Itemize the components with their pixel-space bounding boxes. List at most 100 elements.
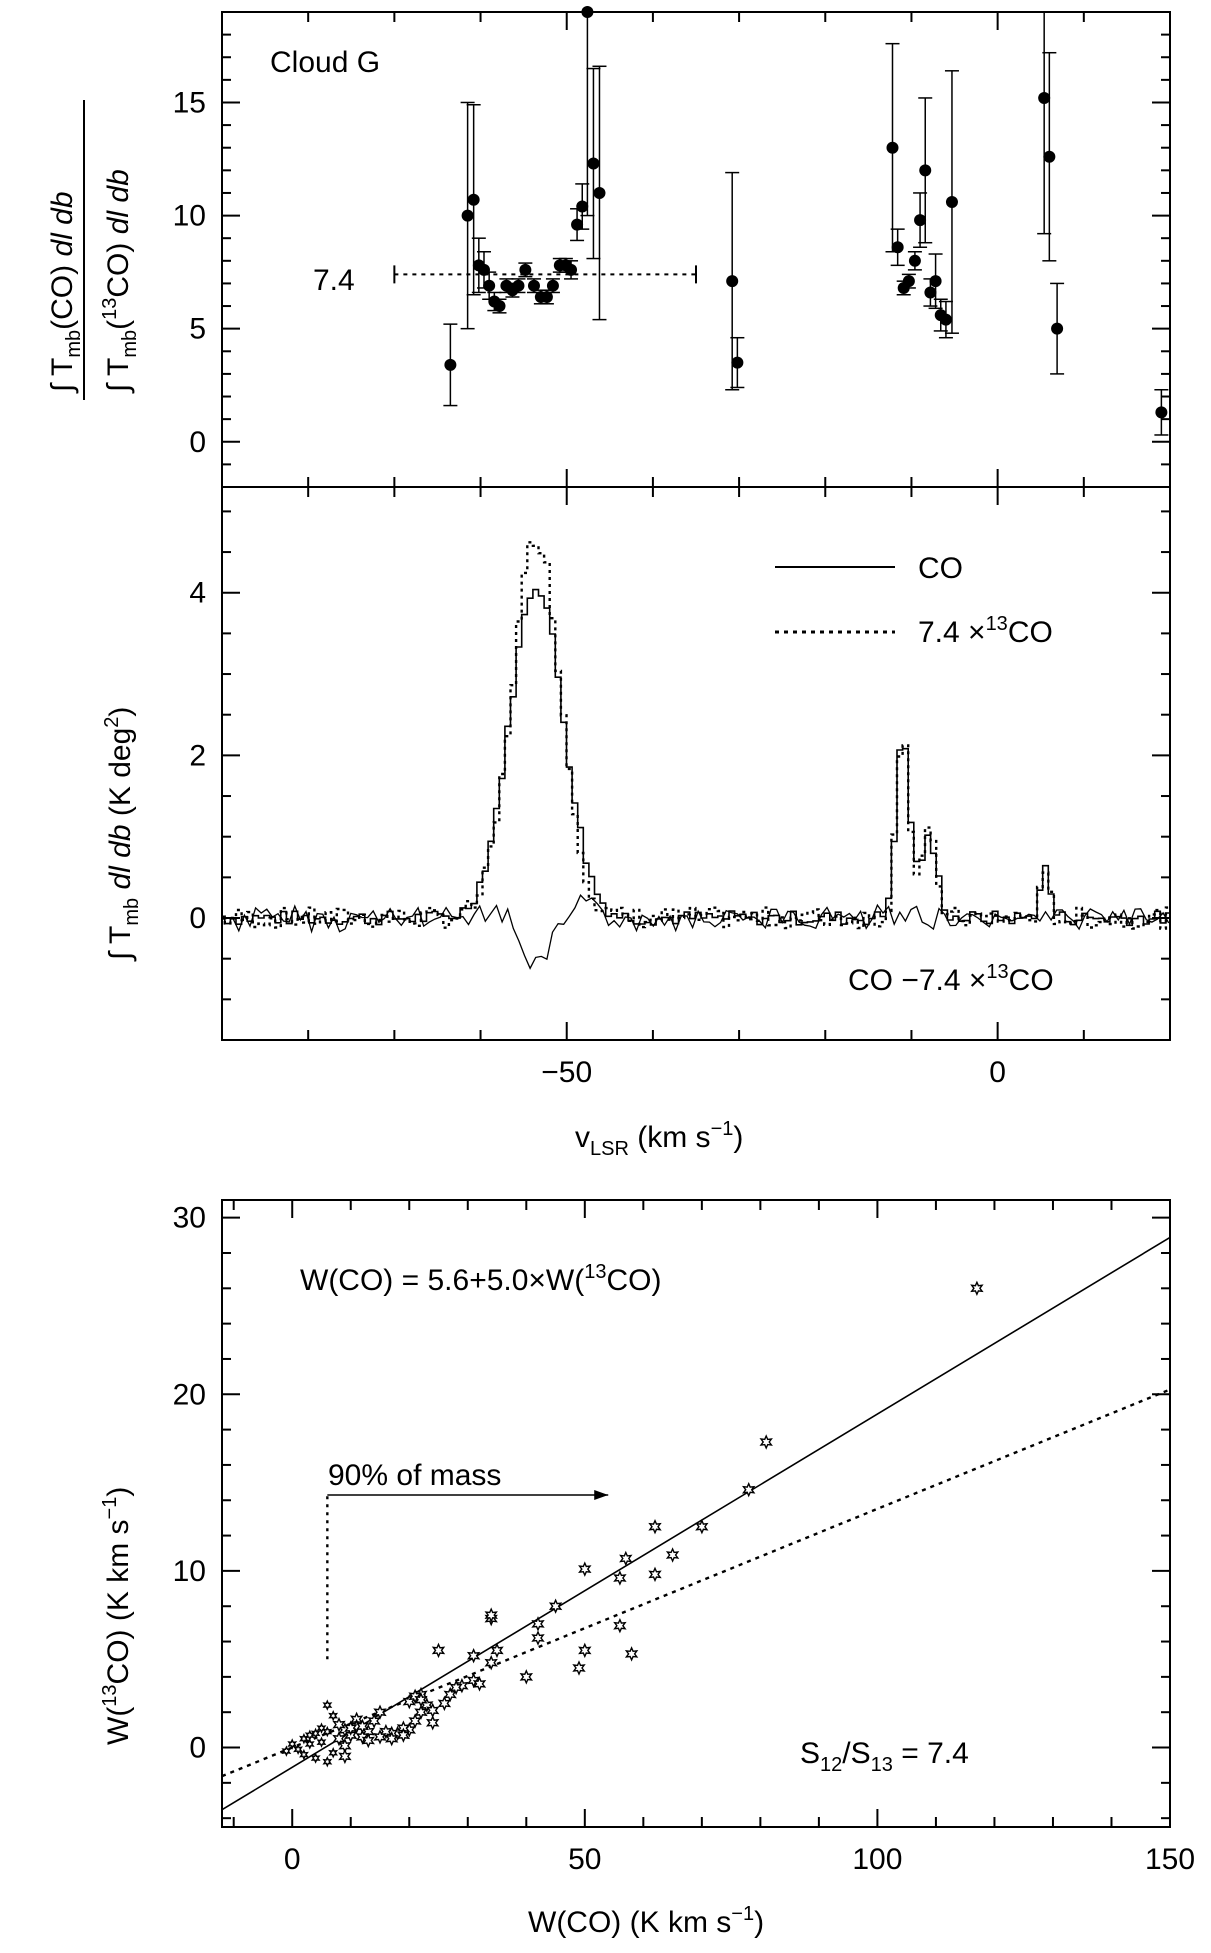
bot-xtick-label: 0 — [284, 1843, 301, 1876]
top-point — [731, 356, 744, 369]
bot-point — [310, 1727, 321, 1740]
bot-point — [328, 1747, 339, 1759]
top-point — [540, 291, 553, 303]
top-point — [919, 164, 932, 177]
bot-point — [379, 1723, 393, 1740]
bot-point — [281, 1745, 292, 1757]
bot-point — [648, 1518, 662, 1535]
top-point — [576, 200, 589, 213]
top-point — [908, 254, 921, 267]
bot-xtick-label: 100 — [852, 1843, 902, 1876]
top-ytick-label: 5 — [189, 313, 206, 346]
bot-point — [367, 1713, 381, 1729]
bot-point — [490, 1642, 504, 1659]
bot-point — [304, 1738, 315, 1750]
bot-point — [759, 1434, 773, 1450]
bot-point — [449, 1679, 463, 1696]
bot-point — [741, 1481, 756, 1498]
bot-point — [531, 1630, 545, 1646]
bot-point — [695, 1518, 709, 1535]
bot-point — [396, 1727, 411, 1743]
bot-xtick-label: 150 — [1145, 1843, 1195, 1876]
bot-point — [293, 1743, 303, 1756]
mid-ytick-label: 2 — [189, 739, 206, 772]
bot-point — [384, 1730, 399, 1747]
top-point — [1155, 406, 1168, 419]
top-point — [939, 313, 952, 326]
top-point — [914, 214, 927, 227]
bot-point — [328, 1709, 339, 1722]
bot-point — [355, 1718, 370, 1735]
top-point — [587, 157, 600, 170]
top-point — [519, 263, 532, 276]
top-point — [1043, 150, 1056, 163]
bottom-xlabel: W(CO) (K km s−1) — [528, 1903, 764, 1939]
bot-point — [373, 1729, 387, 1745]
fit-label: W(CO) = 5.6+5.0×W(13CO) — [300, 1261, 662, 1297]
bot-point — [299, 1748, 309, 1761]
top-point — [726, 275, 739, 288]
bot-ytick-label: 10 — [173, 1555, 206, 1588]
bot-point — [578, 1561, 592, 1577]
bot-point — [425, 1715, 440, 1731]
top-point — [483, 279, 496, 292]
top-point — [461, 209, 474, 222]
residual-spectrum — [221, 894, 1170, 970]
bot-point — [414, 1692, 428, 1708]
top-point — [593, 186, 606, 199]
mid-xtick-label: 0 — [989, 1056, 1006, 1089]
top-point — [444, 358, 457, 371]
bot-point — [519, 1669, 534, 1685]
bot-point — [322, 1725, 333, 1738]
bot-ytick-label: 20 — [173, 1378, 206, 1411]
bottom-ylabel: W(13CO) (K km s−1) — [99, 1487, 135, 1745]
bot-point — [322, 1756, 333, 1768]
middle-panel: −50 0 0 2 4 — [189, 487, 1171, 1089]
middle-xlabel: vLSR (km s−1) — [575, 1118, 743, 1160]
bot-point — [466, 1647, 481, 1664]
bot-point — [437, 1695, 452, 1712]
bot-point — [332, 1716, 346, 1733]
top-panel-frame — [221, 11, 1171, 488]
bot-point — [338, 1748, 352, 1765]
bot-ytick-label: 30 — [173, 1202, 206, 1235]
bottom-panel: 0 50 100 150 0 10 20 30 — [173, 1200, 1195, 1876]
co-spectrum — [222, 588, 1170, 927]
bot-point — [322, 1699, 333, 1711]
top-point — [527, 279, 540, 292]
bot-point — [361, 1732, 376, 1749]
co13-spectrum — [222, 541, 1170, 930]
top-point — [467, 193, 480, 206]
top-point — [1038, 91, 1051, 104]
bot-point — [648, 1566, 662, 1583]
top-point — [1051, 322, 1064, 335]
top-panel: 0 5 10 15 — [173, 6, 1171, 487]
bot-point — [970, 1280, 984, 1297]
bot-point — [304, 1729, 315, 1741]
top-title: Cloud G — [270, 46, 380, 79]
top-point — [477, 263, 490, 276]
top-point — [493, 300, 506, 313]
top-point — [924, 286, 937, 299]
top-point — [945, 196, 958, 208]
top-point — [891, 241, 904, 254]
legend-co-label: CO — [918, 552, 963, 585]
svg-text:∫ Tmb(CO) dl db: ∫ Tmb(CO) dl db — [46, 191, 85, 394]
bot-point — [665, 1547, 680, 1563]
top-point — [512, 279, 525, 292]
bot-point — [531, 1616, 545, 1632]
bot-point — [619, 1550, 633, 1567]
bot-point — [287, 1738, 298, 1750]
top-point — [902, 275, 915, 288]
bottom-panel-frame — [221, 1199, 1171, 1828]
bot-point — [316, 1722, 327, 1734]
bot-point — [613, 1570, 627, 1586]
top-ytick-label: 0 — [189, 426, 206, 459]
ratio-label: S12/S13 = 7.4 — [800, 1737, 969, 1776]
bot-point — [425, 1702, 440, 1719]
top-ytick-label: 15 — [173, 86, 206, 119]
bot-point — [472, 1676, 487, 1692]
top-point — [581, 6, 594, 18]
bot-point — [431, 1642, 446, 1659]
